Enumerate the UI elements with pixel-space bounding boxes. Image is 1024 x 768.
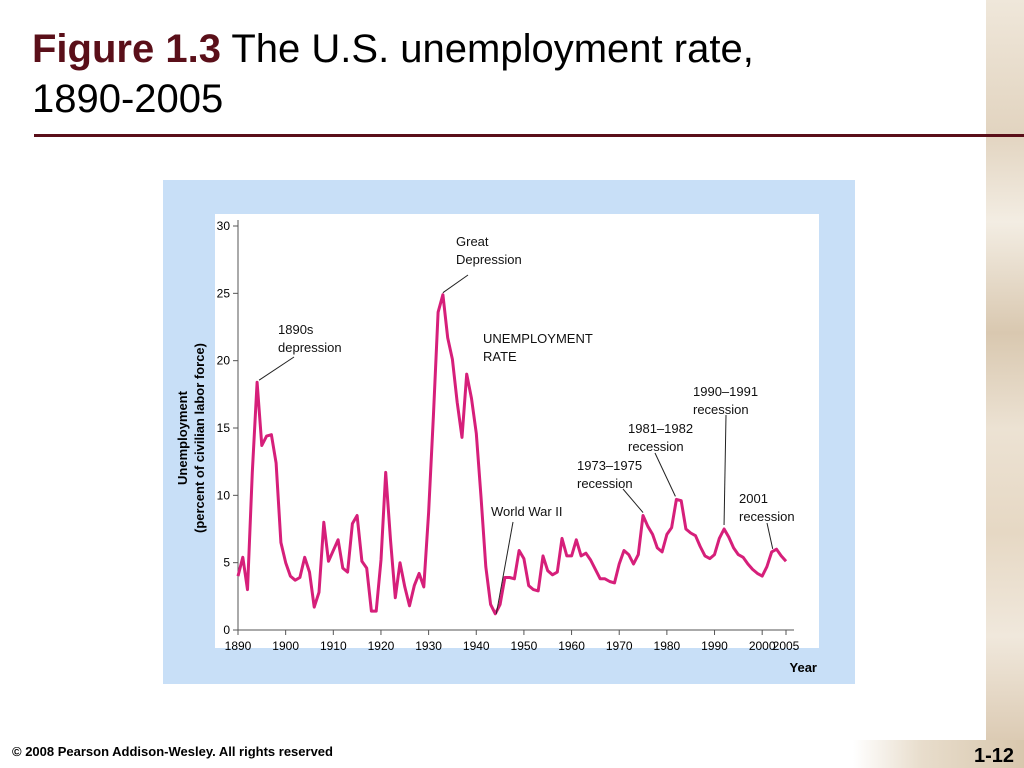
annotation-leader [723,414,727,526]
x-tick-label: 2000 [749,639,776,653]
annotation-label: recession [628,439,684,454]
footer-page-background [853,740,1024,768]
annotation-leader [495,521,514,614]
copyright-notice: © 2008 Pearson Addison-Wesley. All right… [12,744,333,759]
series-group [236,293,788,616]
annotation-label: depression [278,340,342,355]
slide-title: Figure 1.3 The U.S. unemployment rate, 1… [32,24,972,124]
axes: 0 5 10 15 20 25 30 1890 1900 1910 1920 1930 1940 1950… [217,219,800,653]
plot-area [215,214,819,648]
y-tick-label: 5 [223,556,230,570]
y-tick-label: 10 [217,488,231,502]
x-tick-label: 1910 [320,639,347,653]
annotation-leader [766,522,774,550]
unemployment-chart: 0 5 10 15 20 25 30 1890 1900 1910 1920 1930 1940 1950… [175,214,819,675]
annotation-label: recession [739,509,795,524]
annotation-label: Depression [456,252,522,267]
x-tick-label: 1940 [463,639,490,653]
decorative-side-texture [986,0,1024,740]
title-text: The U.S. unemployment rate, [220,27,754,71]
title-divider [34,134,1024,137]
annotation-label: 1973–1975 [577,458,642,473]
x-tick-label: 2005 [773,639,800,653]
figure-number: Figure 1.3 [32,27,221,71]
page-number: 1-12 [973,745,1014,767]
x-tick-label: 1980 [654,639,681,653]
annotation-label: 1890s [278,322,314,337]
annotation-label: 1981–1982 [628,421,693,436]
title-years: 1890-2005 [32,77,224,121]
x-tick-label: 1890 [225,639,252,653]
annotation-label: 2001 [739,491,768,506]
y-tick-label: 0 [223,623,230,637]
x-tick-label: 1900 [272,639,299,653]
y-axis-label-line1: Unemployment [175,390,190,485]
x-tick-label: 1930 [415,639,442,653]
annotation-leader [258,356,295,381]
y-tick-label: 25 [217,286,231,300]
annotation-label: recession [577,476,633,491]
annotation-leader [442,274,469,294]
y-tick-label: 15 [217,421,231,435]
x-axis-label: Year [790,660,817,675]
y-tick-label: 30 [217,219,231,233]
annotation-label: recession [693,402,749,417]
y-axis-label-line2: (percent of civilian labor force) [192,343,207,533]
annotation-label: World War II [491,504,563,519]
x-tick-label: 1960 [558,639,585,653]
annotations-group: Great Depression 1890s depression UNEMPLOYME… [258,234,795,614]
unemployment-rate-line [236,293,788,616]
x-tick-label: 1990 [701,639,728,653]
annotation-label: 1990–1991 [693,384,758,399]
annotation-leader [654,452,676,497]
x-tick-label: 1920 [368,639,395,653]
x-tick-label: 1950 [511,639,538,653]
x-tick-label: 1970 [606,639,633,653]
annotation-leader [622,488,644,513]
annotation-label: RATE [483,349,517,364]
y-tick-label: 20 [217,354,231,368]
annotation-label: Great [456,234,489,249]
annotation-label: UNEMPLOYMENT [483,331,593,346]
chart-frame: 0 5 10 15 20 25 30 1890 1900 1910 1920 1930 1940 1950… [163,180,855,684]
